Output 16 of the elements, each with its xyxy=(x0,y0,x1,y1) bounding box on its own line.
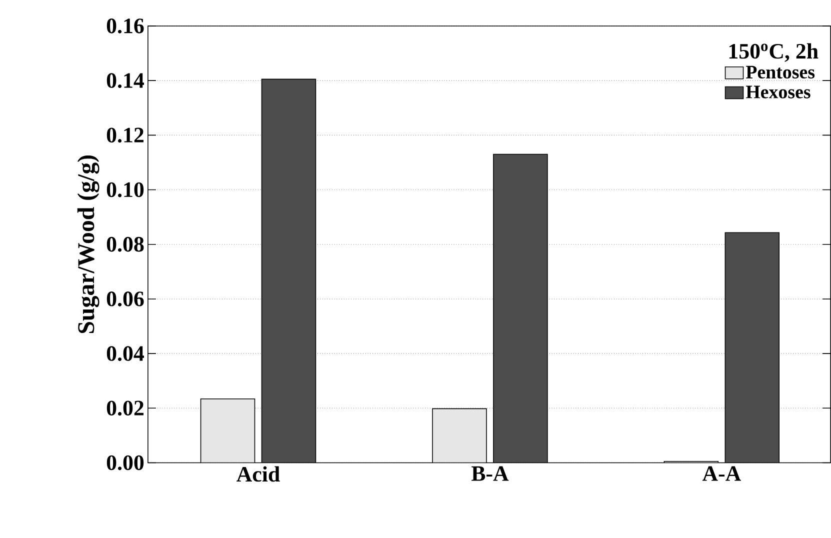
y-tick-label: 0.04 xyxy=(106,346,144,362)
x-tick-label: A-A xyxy=(702,466,741,481)
legend-label: Hexoses xyxy=(746,86,810,99)
y-tick-label: 0.10 xyxy=(106,182,144,198)
y-tick-label: 0.06 xyxy=(106,292,144,307)
legend-title: 150$^{o}$C, 2h xyxy=(729,43,818,62)
legend-label: Pentoses xyxy=(746,66,815,79)
y-tick-label: 0.02 xyxy=(106,400,144,416)
x-tick-label: B-A xyxy=(471,466,509,481)
y-tick-label: 0.12 xyxy=(106,128,144,143)
y-tick-label: 0.14 xyxy=(106,73,144,88)
y-axis-title: Sugar/Wood (g/g) xyxy=(77,156,100,334)
y-tick-label: 0.16 xyxy=(106,18,144,34)
y-tick-label: 0.08 xyxy=(106,237,144,252)
y-tick-label: 0.00 xyxy=(106,455,144,470)
x-tick-label: Acid xyxy=(236,466,280,482)
